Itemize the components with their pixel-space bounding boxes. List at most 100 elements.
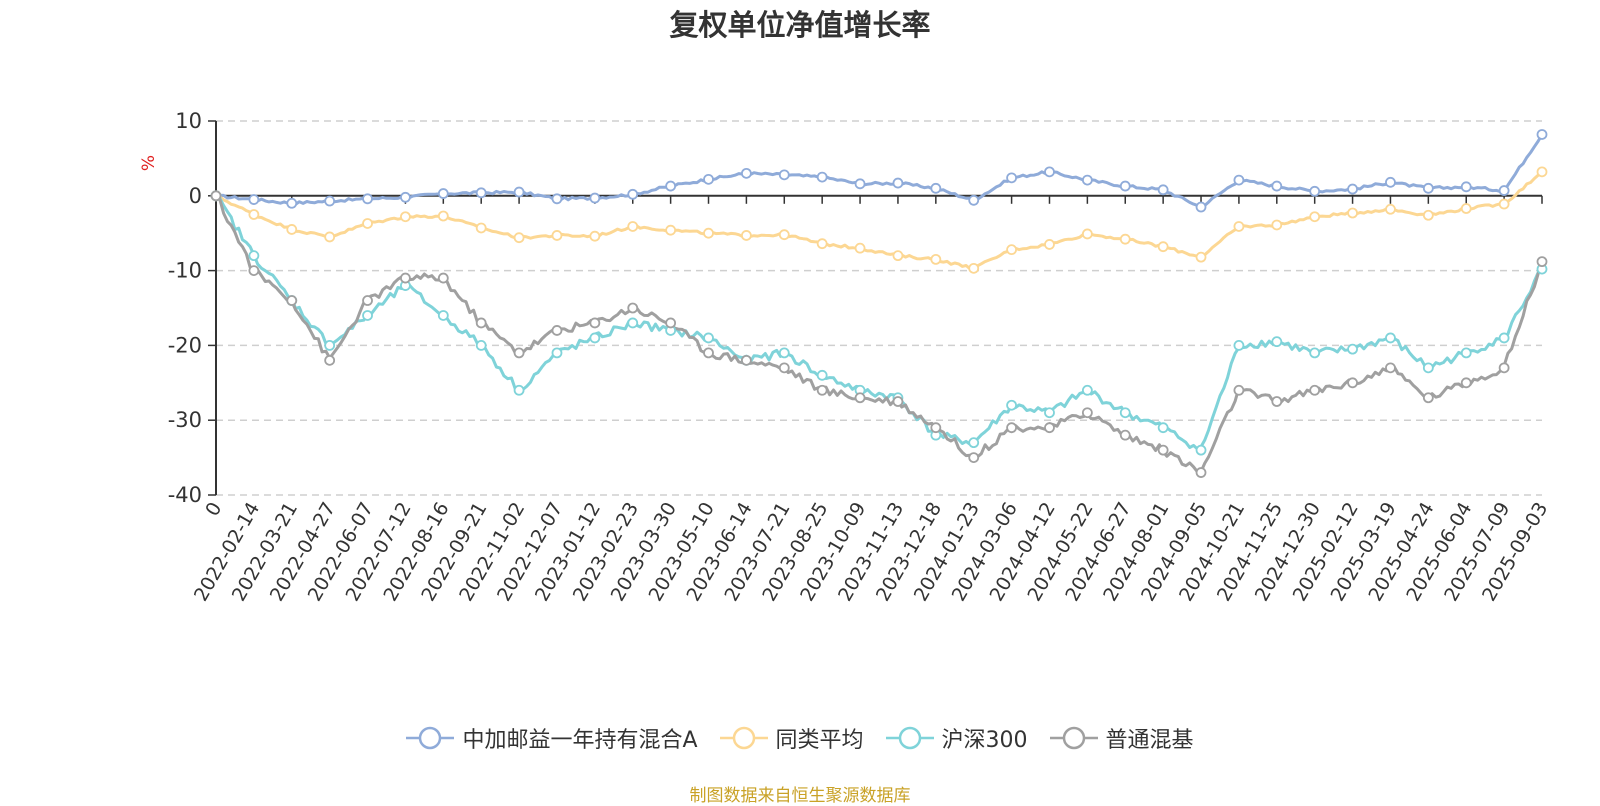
- data-point-marker: [1460, 347, 1472, 359]
- data-point-marker: [400, 211, 411, 223]
- legend-swatch-icon: [1049, 726, 1098, 750]
- series-line: [215, 194, 1544, 451]
- legend-swatch-circle: [898, 726, 921, 750]
- data-point-marker: [286, 197, 298, 209]
- data-point-marker: [1233, 221, 1245, 232]
- legend-label: 沪深300: [941, 728, 1028, 753]
- data-point-marker: [324, 339, 336, 351]
- data-point-marker: [1385, 332, 1396, 344]
- data-point-marker: [1498, 362, 1510, 374]
- y-tick-label: 0: [189, 184, 202, 208]
- data-point-marker: [968, 437, 980, 449]
- data-point-marker: [1195, 201, 1207, 213]
- data-point-marker: [589, 317, 601, 329]
- data-point-marker: [892, 250, 904, 262]
- data-point-marker: [1195, 251, 1207, 263]
- data-point-marker: [703, 332, 714, 344]
- legend-swatch-icon: [885, 726, 934, 750]
- data-point-marker: [210, 190, 222, 202]
- legend-item[interactable]: 沪深300: [885, 722, 1028, 754]
- data-point-marker: [1422, 392, 1434, 404]
- data-point-marker: [362, 310, 373, 321]
- data-point-marker: [589, 332, 601, 344]
- data-point-marker: [1347, 377, 1358, 389]
- data-point-marker: [968, 262, 980, 274]
- data-point-marker: [1385, 362, 1396, 374]
- data-point-marker: [1536, 256, 1548, 268]
- data-point-marker: [1157, 184, 1169, 196]
- data-point-marker: [1233, 174, 1245, 186]
- data-point-marker: [589, 230, 601, 242]
- series-line: [215, 170, 1543, 271]
- y-tick-label: -40: [168, 483, 202, 507]
- data-point-marker: [1006, 399, 1017, 411]
- chart-title: 复权单位净值增长率: [669, 8, 931, 42]
- data-point-marker: [1081, 174, 1093, 186]
- data-point-marker: [1044, 166, 1055, 178]
- data-point-marker: [1460, 377, 1472, 389]
- data-point-marker: [1006, 172, 1017, 184]
- data-point-marker: [1157, 422, 1169, 434]
- data-point-marker: [437, 188, 449, 199]
- data-point-marker: [1498, 332, 1510, 344]
- data-point-marker: [854, 392, 866, 404]
- legend-item[interactable]: 普通混基: [1049, 722, 1194, 754]
- data-point-marker: [816, 384, 828, 396]
- data-point-marker: [248, 265, 260, 277]
- data-point-marker: [324, 231, 336, 243]
- data-point-marker: [1422, 209, 1434, 221]
- data-point-marker: [1119, 407, 1131, 419]
- legend-item[interactable]: 同类平均: [719, 722, 864, 754]
- data-point-marker: [1195, 444, 1207, 456]
- data-point-marker: [248, 194, 260, 205]
- data-point-marker: [1271, 180, 1283, 192]
- data-point-marker: [589, 192, 601, 204]
- legend-swatch-icon: [719, 726, 768, 750]
- data-point-marker: [1119, 429, 1131, 441]
- legend-swatch-icon: [406, 726, 455, 750]
- legend-swatch-circle: [1062, 726, 1085, 750]
- data-point-marker: [665, 224, 677, 236]
- data-point-marker: [968, 194, 980, 206]
- data-point-marker: [1347, 207, 1358, 219]
- legend-item[interactable]: 中加邮益一年持有混合A: [406, 722, 698, 754]
- data-point-marker: [1385, 203, 1396, 215]
- data-point-marker: [665, 317, 677, 329]
- data-point-marker: [816, 369, 828, 381]
- data-point-marker: [1044, 407, 1055, 419]
- data-point-marker: [475, 187, 487, 199]
- data-point-marker: [892, 396, 904, 407]
- data-point-marker: [741, 167, 752, 179]
- data-point-marker: [1044, 422, 1055, 434]
- data-point-marker: [551, 193, 563, 205]
- data-point-marker: [1119, 180, 1131, 192]
- y-tick-label: -10: [168, 259, 202, 283]
- data-point-marker: [551, 347, 563, 359]
- series-lines: [214, 133, 1544, 474]
- data-point-marker: [778, 362, 790, 374]
- data-point-marker: [400, 272, 411, 284]
- line-chart: 100-10-20-30-4002022-02-142022-03-212022…: [139, 109, 1552, 605]
- data-point-marker: [1460, 203, 1472, 214]
- data-point-marker: [627, 188, 639, 200]
- data-point-marker: [627, 221, 639, 232]
- data-point-marker: [248, 209, 260, 220]
- data-point-marker: [1347, 343, 1358, 355]
- data-point-marker: [1271, 396, 1283, 407]
- data-point-marker: [930, 253, 942, 265]
- y-tick-label: -30: [168, 408, 202, 432]
- data-point-marker: [778, 347, 790, 359]
- data-point-marker: [1081, 384, 1093, 396]
- data-point-marker: [362, 218, 373, 229]
- data-point-marker: [437, 310, 449, 321]
- data-point-marker: [1157, 444, 1169, 456]
- data-point-marker: [1081, 228, 1093, 240]
- data-point-marker: [741, 354, 752, 366]
- data-point-marker: [1385, 176, 1396, 188]
- data-point-marker: [1309, 211, 1321, 223]
- data-point-marker: [1498, 185, 1510, 196]
- series-line: [215, 133, 1544, 209]
- data-point-marker: [286, 295, 298, 306]
- data-point-marker: [892, 177, 904, 189]
- data-point-marker: [1233, 384, 1245, 396]
